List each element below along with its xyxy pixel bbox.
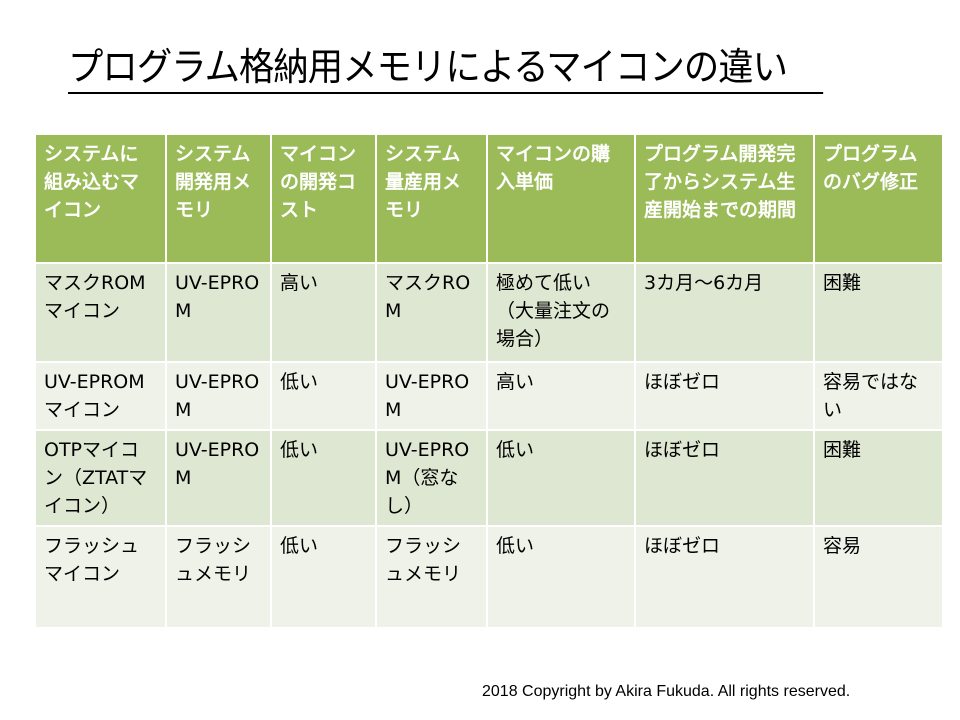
table-cell: ほぼゼロ bbox=[634, 525, 815, 629]
header-cell: システム開発用メモリ bbox=[165, 133, 272, 264]
header-cell: プログラム開発完了からシステム生産開始までの期間 bbox=[634, 133, 815, 264]
table-cell: ほぼゼロ bbox=[634, 429, 815, 527]
table-cell: 低い bbox=[270, 525, 377, 629]
header-cell: プログラムのバグ修正 bbox=[813, 133, 944, 264]
table-cell: 低い bbox=[486, 525, 636, 629]
table-row: フラッシュマイコン フラッシュメモリ 低い フラッシュメモリ 低い ほぼゼロ 容… bbox=[34, 525, 944, 629]
header-cell: マイコンの開発コスト bbox=[270, 133, 377, 264]
table-row: UV-EPROMマイコン UV-EPROM 低い UV-EPROM 高い ほぼゼ… bbox=[34, 361, 944, 431]
table-cell: 低い bbox=[270, 429, 377, 527]
header-cell: マイコンの購入単価 bbox=[486, 133, 636, 264]
table-cell: フラッシュマイコン bbox=[34, 525, 167, 629]
table-cell: 3カ月～6カ月 bbox=[634, 262, 815, 363]
table-cell: 極めて低い（大量注文の場合） bbox=[486, 262, 636, 363]
table-cell: UV-EPROM bbox=[165, 361, 272, 431]
table-cell: UV-EPROM bbox=[165, 262, 272, 363]
table-header-row: システムに組み込むマイコン システム開発用メモリ マイコンの開発コスト システム… bbox=[34, 133, 944, 264]
table-cell: 困難 bbox=[813, 262, 944, 363]
table-row: OTPマイコン（ZTATマイコン） UV-EPROM 低い UV-EPROM（窓… bbox=[34, 429, 944, 527]
comparison-table: システムに組み込むマイコン システム開発用メモリ マイコンの開発コスト システム… bbox=[34, 133, 944, 629]
table-cell: フラッシュメモリ bbox=[165, 525, 272, 629]
table-cell: マスクROMマイコン bbox=[34, 262, 167, 363]
slide-title: プログラム格納用メモリによるマイコンの違い bbox=[68, 42, 824, 94]
table-cell: OTPマイコン（ZTATマイコン） bbox=[34, 429, 167, 527]
table-cell: UV-EPROM（窓なし） bbox=[375, 429, 488, 527]
table-cell: ほぼゼロ bbox=[634, 361, 815, 431]
table-cell: マスクROM bbox=[375, 262, 488, 363]
header-cell: システムに組み込むマイコン bbox=[34, 133, 167, 264]
table-cell: UV-EPROM bbox=[165, 429, 272, 527]
table-row: マスクROMマイコン UV-EPROM 高い マスクROM 極めて低い（大量注文… bbox=[34, 262, 944, 363]
header-cell: システム量産用メモリ bbox=[375, 133, 488, 264]
table-cell: 容易 bbox=[813, 525, 944, 629]
table-cell: 困難 bbox=[813, 429, 944, 527]
table-cell: 容易ではない bbox=[813, 361, 944, 431]
table-cell: 低い bbox=[486, 429, 636, 527]
table-cell: フラッシュメモリ bbox=[375, 525, 488, 629]
copyright-footer: 2018 Copyright by Akira Fukuda. All righ… bbox=[482, 683, 851, 700]
table-cell: UV-EPROM bbox=[375, 361, 488, 431]
table-cell: 高い bbox=[270, 262, 377, 363]
table-cell: UV-EPROMマイコン bbox=[34, 361, 167, 431]
table-cell: 低い bbox=[270, 361, 377, 431]
table-cell: 高い bbox=[486, 361, 636, 431]
